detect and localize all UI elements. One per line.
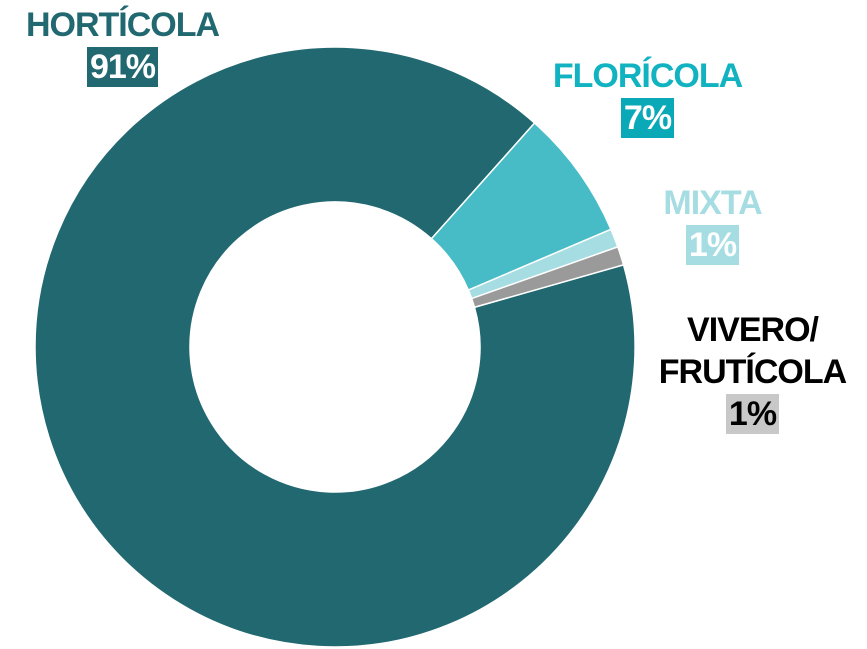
slice-label: FLORÍCOLA 7% <box>535 55 760 139</box>
category-label: HORTÍCOLA <box>25 6 220 44</box>
value-label: 91% <box>86 47 159 87</box>
category-label: FLORÍCOLA <box>552 57 743 95</box>
category-label: MIXTA <box>663 184 762 222</box>
slice-label: HORTÍCOLA 91% <box>10 4 235 88</box>
slice-label: MIXTA 1% <box>600 182 825 266</box>
value-label: 1% <box>685 225 740 265</box>
donut-slice <box>34 46 636 648</box>
donut-slice <box>470 245 625 309</box>
value-label: 7% <box>620 98 675 138</box>
slice-label: VIVERO/ FRUTÍCOLA 1% <box>645 309 860 435</box>
value-label: 1% <box>725 394 780 434</box>
category-label: VIVERO/ FRUTÍCOLA <box>658 311 847 391</box>
